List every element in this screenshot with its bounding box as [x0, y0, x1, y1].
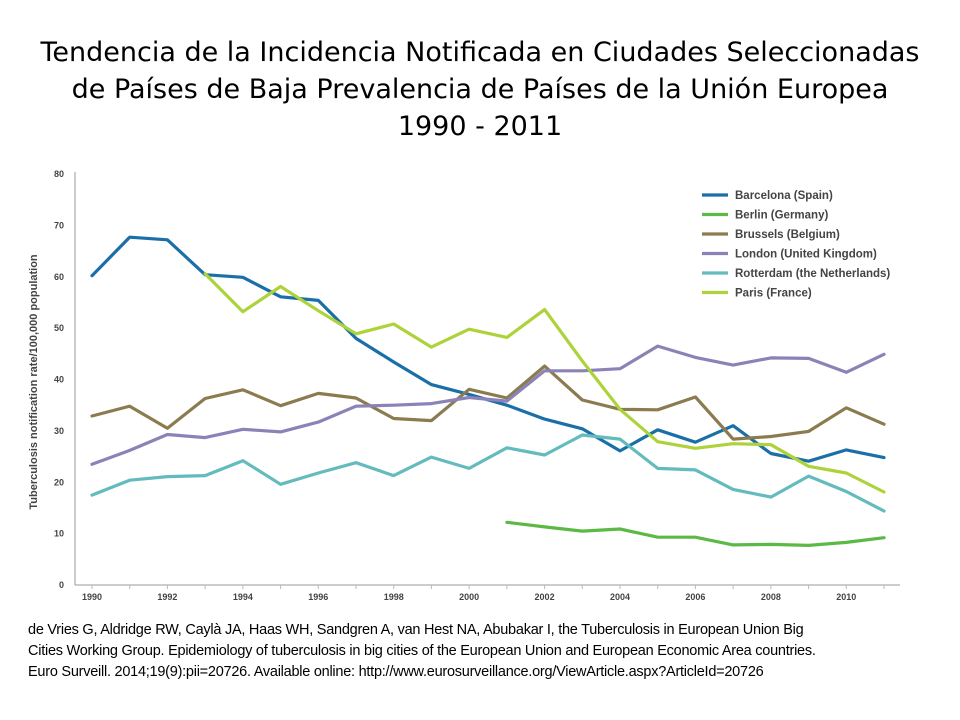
- chart-legend: Barcelona (Spain) Berlin (Germany) Brussel…: [702, 190, 890, 300]
- title-line-2: de Países de Baja Prevalencia de Países …: [71, 74, 889, 105]
- legend-label: Paris (France): [735, 288, 812, 300]
- y-tick-label: 10: [54, 529, 64, 539]
- y-axis-label: Tuberculosis notification rate/100,000 p…: [28, 254, 40, 510]
- citation: de Vries G, Aldridge RW, Caylà JA, Haas …: [28, 620, 938, 683]
- chart-axes: [74, 172, 900, 586]
- series-line-berlin: [505, 520, 886, 547]
- y-tick-label: 40: [54, 375, 64, 385]
- y-tick-label: 50: [54, 323, 64, 333]
- y-tick-label: 20: [54, 477, 64, 487]
- x-tick-label: 2010: [836, 592, 856, 602]
- y-tick-label: 0: [59, 580, 64, 590]
- title-line-1: Tendencia de la Incidencia Notificada en…: [40, 37, 920, 68]
- x-tick-label: 1998: [384, 592, 404, 602]
- legend-label: Rotterdam (the Netherlands): [735, 268, 890, 280]
- x-tick-label: 2008: [761, 592, 781, 602]
- y-tick-label: 80: [54, 169, 64, 179]
- y-tick-label: 70: [54, 220, 64, 230]
- x-tick-label: 2000: [459, 592, 479, 602]
- citation-line-2: Cities Working Group. Epidemiology of tu…: [28, 643, 816, 659]
- x-tick-label: 1994: [233, 592, 253, 602]
- legend-label: Berlin (Germany): [735, 210, 828, 222]
- tb-incidence-chart: 0 10 20 30 40 50 60 70 80 1990 1992 1994 1996 1998 200…: [28, 169, 900, 602]
- series-line-paris: [203, 272, 886, 494]
- legend-label: London (United Kingdom): [735, 249, 877, 261]
- x-tick-label: 2004: [610, 592, 630, 602]
- title-line-3: 1990 - 2011: [397, 111, 563, 142]
- series-line-brussels: [90, 364, 886, 441]
- x-tick-label: 2006: [685, 592, 705, 602]
- x-tick-label: 2002: [535, 592, 555, 602]
- slide-title: Tendencia de la Incidencia Notificada en…: [0, 34, 960, 145]
- chart-ticks: 0 10 20 30 40 50 60 70 80 1990 1992 1994 1996 1998 200…: [54, 169, 885, 602]
- chart-series: [90, 235, 886, 547]
- series-line-london: [90, 344, 886, 466]
- legend-label: Brussels (Belgium): [735, 229, 840, 241]
- citation-line-3: Euro Surveill. 2014;19(9):pii=20726. Ava…: [28, 664, 764, 680]
- legend-label: Barcelona (Spain): [735, 190, 833, 202]
- y-tick-label: 30: [54, 426, 64, 436]
- citation-line-1: de Vries G, Aldridge RW, Caylà JA, Haas …: [28, 622, 804, 638]
- x-tick-label: 1992: [157, 592, 177, 602]
- y-tick-label: 60: [54, 272, 64, 282]
- series-line-rotterdam: [90, 433, 886, 513]
- x-tick-label: 1990: [82, 592, 102, 602]
- x-tick-label: 1996: [308, 592, 328, 602]
